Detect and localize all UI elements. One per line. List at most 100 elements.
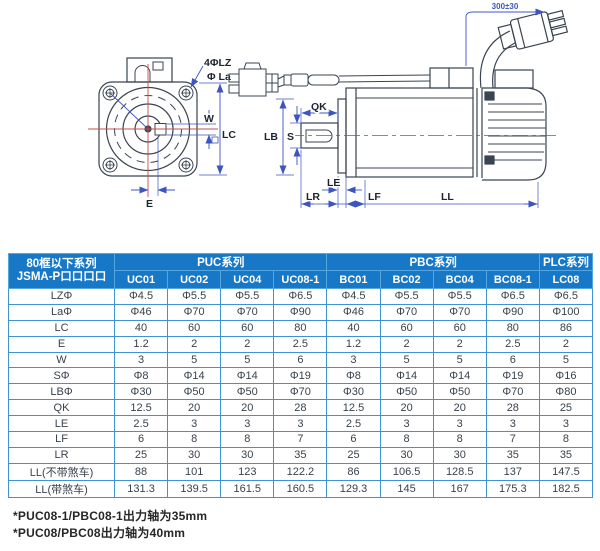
spec-cell: Φ6.5 xyxy=(273,288,328,305)
dim-label-lf: LF xyxy=(368,191,381,203)
spec-cell: 137 xyxy=(485,462,540,481)
spec-cell: 20 xyxy=(379,399,434,417)
column-header: BC08-1 xyxy=(485,270,540,289)
spec-cell: 30 xyxy=(220,446,275,464)
spec-cell: 128.5 xyxy=(432,462,487,481)
spec-cell: 40 xyxy=(326,319,381,337)
spec-cell: 80 xyxy=(273,319,328,337)
spec-cell: Φ30 xyxy=(113,383,169,401)
footnote-2: *PUC08/PBC08出力轴为40mm xyxy=(13,526,186,540)
spec-cell: 3 xyxy=(167,415,222,433)
spec-cell: Φ46 xyxy=(326,303,381,321)
spec-cell: Φ14 xyxy=(379,367,434,385)
spec-cell: 3 xyxy=(379,415,434,433)
column-header: LC08 xyxy=(538,270,594,289)
spec-cell: Φ5.5 xyxy=(379,288,434,305)
spec-cell: 12.5 xyxy=(113,399,169,417)
row-label: LC xyxy=(8,319,115,337)
spec-cell: 28 xyxy=(273,399,328,417)
spec-cell: Φ6.5 xyxy=(538,288,594,305)
row-label: LZΦ xyxy=(8,288,115,305)
table-row: LBΦ Φ30 Φ50 Φ50 Φ70 Φ30 Φ50 Φ50 Φ70 Φ80 xyxy=(8,383,594,401)
spec-cell: 2 xyxy=(379,335,434,353)
row-label: LE xyxy=(8,415,115,433)
spec-cell: 3 xyxy=(326,351,381,369)
table-row: LR 25 30 30 35 25 30 30 35 35 xyxy=(8,446,594,464)
spec-cell: 20 xyxy=(432,399,487,417)
spec-cell: 80 xyxy=(485,319,540,337)
series-group-plc: PLC系列 xyxy=(538,253,594,271)
spec-cell: 30 xyxy=(167,446,222,464)
spec-cell: Φ16 xyxy=(538,367,594,385)
column-header: UC08-1 xyxy=(273,270,328,289)
spec-cell: 2 xyxy=(538,335,594,353)
spec-cell: 7 xyxy=(273,431,328,448)
rear-cap xyxy=(482,87,547,181)
table-row: LL(不带煞车) 88 101 123 122.2 86 106.5 128.5 137 147.… xyxy=(8,462,594,481)
spec-cell: Φ19 xyxy=(485,367,540,385)
column-header: UC01 xyxy=(113,270,169,289)
spec-table: 80框以下系列 JSMA-P口口口口 PUC系列 PBC系列 PLC系列 UC0… xyxy=(8,253,594,498)
spec-cell: 1.2 xyxy=(326,335,381,353)
spec-cell: Φ46 xyxy=(113,303,169,321)
spec-cell: Φ50 xyxy=(167,383,222,401)
spec-cell: 25 xyxy=(113,446,169,464)
dim-label-lc: LC xyxy=(222,129,236,141)
spec-cell: 160.5 xyxy=(273,479,328,498)
spec-table-body: LZΦ Φ4.5 Φ5.5 Φ5.5 Φ6.5 Φ4.5 Φ5.5 Φ5.5 Φ6.5 Φ6.5 L… xyxy=(8,288,594,498)
spec-cell: Φ50 xyxy=(379,383,434,401)
table-row: LZΦ Φ4.5 Φ5.5 Φ5.5 Φ6.5 Φ4.5 Φ5.5 Φ5.5 Φ6.5 Φ6.5 xyxy=(8,288,594,305)
spec-cell: Φ14 xyxy=(167,367,222,385)
dim-label-4lz: 4ΦLZ xyxy=(204,57,232,69)
power-connector xyxy=(479,9,569,89)
spec-cell: 2 xyxy=(167,335,222,353)
spec-cell: 25 xyxy=(538,399,594,417)
spec-cell: 6 xyxy=(326,431,381,448)
spec-cell: Φ19 xyxy=(273,367,328,385)
dim-label-le: LE xyxy=(327,177,340,189)
table-row: QK 12.5 20 20 28 12.5 20 20 28 25 xyxy=(8,399,594,417)
table-row: E 1.2 2 2 2.5 1.2 2 2 2.5 2 xyxy=(8,335,594,353)
spec-cell: Φ70 xyxy=(167,303,222,321)
dim-label-la: Φ La xyxy=(207,71,231,83)
spec-cell: 86 xyxy=(538,319,594,337)
dim-label-lr: LR xyxy=(306,191,320,203)
column-header: UC04 xyxy=(220,270,275,289)
side-dimensions xyxy=(276,8,545,208)
spec-cell: 60 xyxy=(167,319,222,337)
spec-cell: Φ5.5 xyxy=(432,288,487,305)
spec-cell: 8 xyxy=(220,431,275,448)
spec-cell: 3 xyxy=(432,415,487,433)
spec-cell: 5 xyxy=(220,351,275,369)
spec-cell: Φ30 xyxy=(326,383,381,401)
spec-cell: Φ70 xyxy=(432,303,487,321)
spec-cell: Φ70 xyxy=(273,383,328,401)
spec-cell: Φ14 xyxy=(432,367,487,385)
model-header-row: UC01 UC02 UC04 UC08-1 BC01 BC02 BC04 BC0… xyxy=(9,270,594,289)
spec-cell: 2.5 xyxy=(273,335,328,353)
spec-cell: 5 xyxy=(432,351,487,369)
spec-cell: 25 xyxy=(326,446,381,464)
footnote-1: *PUC08-1/PBC08-1出力轴为35mm xyxy=(13,509,208,523)
series-group-pbc: PBC系列 xyxy=(326,253,540,271)
spec-cell: 2.5 xyxy=(326,415,381,433)
power-cable-gland xyxy=(494,69,534,89)
spec-cell: 3 xyxy=(273,415,328,433)
spec-cell: 20 xyxy=(167,399,222,417)
spec-cell: 6 xyxy=(113,431,169,448)
spec-cell: 101 xyxy=(167,462,222,481)
row-label: W xyxy=(8,351,115,369)
spec-cell: 8 xyxy=(379,431,434,448)
spec-cell: 122.2 xyxy=(273,462,328,481)
row-label: SΦ xyxy=(8,367,115,385)
spec-cell: Φ5.5 xyxy=(167,288,222,305)
spec-cell: 40 xyxy=(113,319,169,337)
corner-header-line1: 80框以下系列 xyxy=(26,258,97,270)
front-dimensions xyxy=(109,65,227,196)
motor-side-view xyxy=(228,9,569,181)
spec-cell: Φ14 xyxy=(220,367,275,385)
spec-cell: 35 xyxy=(485,446,540,464)
spec-cell: 106.5 xyxy=(379,462,434,481)
footnotes: *PUC08-1/PBC08-1出力轴为35mm *PUC08/PBC08出力轴… xyxy=(13,508,207,542)
